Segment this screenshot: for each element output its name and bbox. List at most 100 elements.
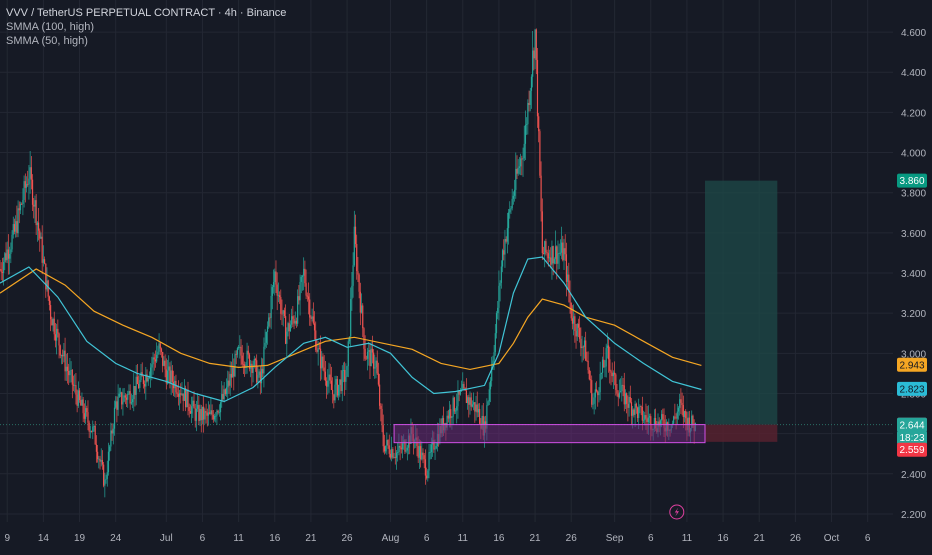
candle-body [504,239,506,255]
candle-body [276,284,278,296]
candle-body [285,316,287,344]
candle-body [593,397,595,404]
candle-body [532,50,534,77]
candle-body [325,380,328,387]
candle-body [13,224,16,232]
candle-body [229,373,231,386]
candle-body [677,407,680,412]
candle-body [262,368,264,374]
candle-body [603,359,605,368]
candle-body [453,397,455,412]
price-label: 18:23 [899,433,924,444]
candle-body [541,211,543,254]
candle-body [342,370,345,371]
candle-body [597,391,599,396]
candle-body [630,402,633,416]
symbol-title[interactable]: VVV / TetherUS PERPETUAL CONTRACT · 4h ·… [6,7,287,19]
candle-body [51,319,53,326]
candle-body [19,203,22,211]
candle-body [271,287,273,296]
candle-body [137,384,140,388]
candle-body [406,447,408,451]
x-tick-label: 6 [424,533,430,544]
demand-zone[interactable] [393,424,706,444]
candle-body [340,379,342,392]
candle-body [588,370,590,380]
candle-body [350,299,352,337]
smma-50-line[interactable] [0,256,702,403]
candle-body [205,411,207,413]
candle-body [679,399,681,408]
candle-body [39,230,41,239]
candle-body [17,208,19,234]
price-label-bg [897,417,927,432]
candle-body [507,212,510,229]
candle-body [494,333,496,353]
lightning-marker-icon[interactable] [669,504,685,520]
x-tick-label: 21 [530,533,542,544]
candle-body [582,346,584,348]
candle-body [188,406,190,412]
indicator-smma-50[interactable]: SMMA (50, high) [6,35,88,47]
candle-body [247,350,249,355]
candle-body [282,310,284,314]
candle-body [280,297,282,314]
candle-body [446,415,448,428]
candle-body [154,359,157,362]
candle-body [157,351,159,355]
candle-body [238,346,240,349]
candle-body [465,390,467,404]
candle-body [253,358,255,367]
candle-body [135,376,137,395]
candle-body [191,406,193,414]
candle-body [164,360,166,370]
candle-body [201,406,204,421]
candle-body [144,383,146,387]
candle-body [344,370,346,382]
candle-body [358,274,360,292]
candle-body [295,320,298,324]
candle-body [518,166,521,168]
smma-100-line[interactable] [0,268,702,371]
candle-body [579,327,581,339]
candle-body [610,371,612,373]
candle-body [183,388,185,401]
candle-body [580,338,582,349]
candle-body [109,446,111,452]
candle-body [638,407,640,418]
candle-body [99,458,101,462]
long-position-target-zone[interactable] [705,180,778,425]
candle-body [277,295,279,297]
candle-body [275,271,277,285]
candle-body [605,348,607,367]
candle-body [0,269,2,273]
candle-body [573,316,575,324]
candle-body [324,371,326,381]
candle-body [105,478,107,480]
candle-body [215,415,217,417]
x-tick-label: 14 [38,533,50,544]
candle-body [153,357,155,360]
candle-body [69,370,71,376]
candle-body [309,299,311,318]
candle-body [536,59,539,117]
candle-body [498,285,500,308]
candle-body [499,282,501,286]
candle-body [297,296,299,324]
candle-body [587,360,589,371]
long-position-stop-zone[interactable] [705,424,778,442]
candle-body [233,367,235,377]
candle-body [680,399,682,403]
candle-body [456,406,458,411]
y-tick-label: 4.600 [901,28,926,39]
candle-body [254,358,257,361]
candle-body [492,360,494,368]
x-tick-label: 26 [566,533,578,544]
candle-body [47,280,49,297]
candle-body [176,392,178,394]
candle-body [70,370,72,371]
candle-body [65,366,67,372]
indicator-smma-100[interactable]: SMMA (100, high) [6,21,95,33]
